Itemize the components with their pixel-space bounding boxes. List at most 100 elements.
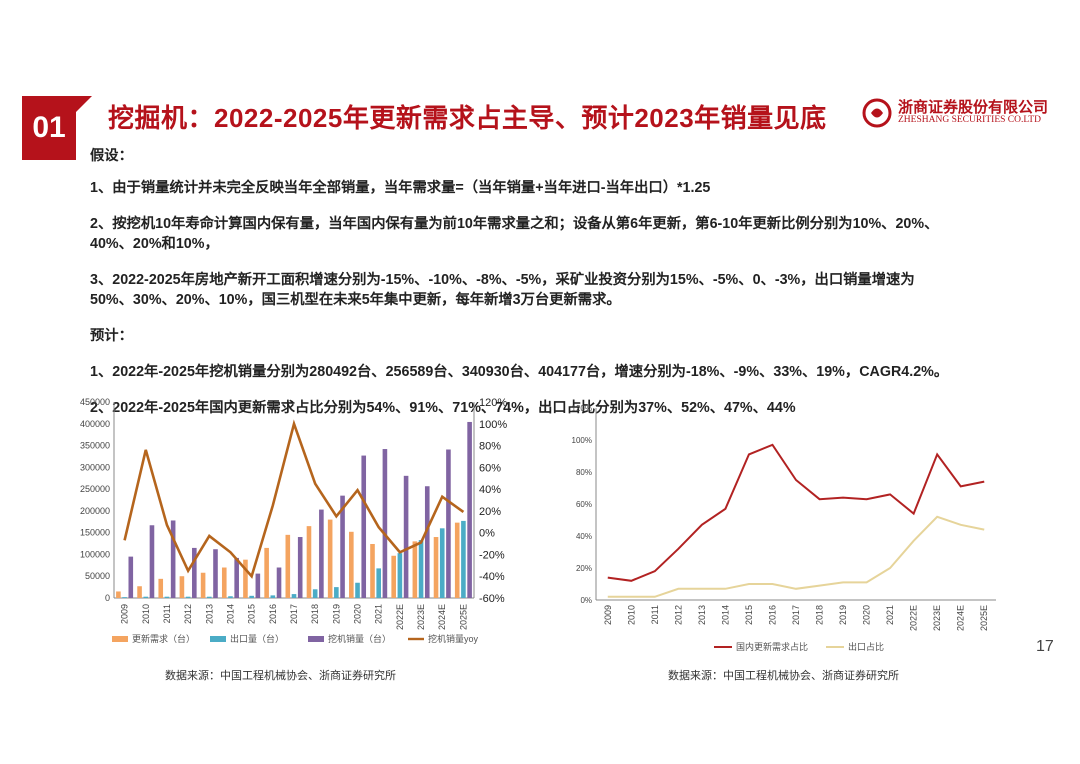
bar-1 <box>185 596 191 598</box>
bar-2 <box>213 549 218 598</box>
share-line-chart: 0% 20% 40% 60% 80% 100% 120% 2009 2010 2011 2012 20… <box>572 404 996 652</box>
legend-label: 挖机销量（台） <box>328 633 391 644</box>
y-tick-label: 0% <box>580 596 592 605</box>
x-tick-label: 2024E <box>437 604 447 630</box>
bar-1 <box>291 594 297 598</box>
x-tick-label: 2022E <box>395 604 405 630</box>
x-tick-label: 2023E <box>416 604 426 630</box>
x-tick-label: 2010 <box>141 604 151 624</box>
x-tick-label: 2009 <box>120 604 130 624</box>
source-left: 数据来源：中国工程机械协会、浙商证券研究所 <box>165 670 396 682</box>
x-tick-label: 2017 <box>289 604 299 624</box>
bar-2 <box>340 495 345 598</box>
bar-0 <box>243 559 248 598</box>
x-tick-label: 2012 <box>673 605 683 625</box>
bar-0 <box>285 534 291 598</box>
bar-2 <box>170 520 176 598</box>
y-tick-label: 40% <box>576 532 592 541</box>
bar-0 <box>370 543 375 598</box>
legend-label: 出口量（台） <box>230 633 284 644</box>
body-text: 假设： 1、由于销量统计并未完全反映当年全部销量，当年需求量=（当年销量+当年进… <box>90 146 1050 418</box>
x-tick-label: 2014 <box>720 605 730 625</box>
y2-tick-label: -40% <box>479 571 505 583</box>
bar-2 <box>149 525 155 598</box>
bar-1 <box>312 589 318 598</box>
x-tick-label: 2013 <box>697 605 707 625</box>
y-tick-label: 200000 <box>80 506 110 516</box>
logo-mark-icon <box>862 98 892 128</box>
bar-1 <box>376 568 382 598</box>
x-tick-label: 2015 <box>744 605 754 625</box>
x-tick-label: 2009 <box>603 605 613 625</box>
bar-2 <box>446 449 451 598</box>
x-tick-label: 2021 <box>374 604 384 624</box>
y-tick-label: 100000 <box>80 549 110 559</box>
bar-1 <box>270 595 276 598</box>
y2-tick-label: -60% <box>479 593 505 605</box>
y-tick-label: 120% <box>572 404 592 413</box>
assume-line-1: 1、由于销量统计并未完全反映当年全部销量，当年需求量=（当年销量+当年进口-当年… <box>90 180 711 196</box>
x-tick-label: 2011 <box>162 604 172 623</box>
bar-0 <box>433 537 439 598</box>
bar-1 <box>143 596 149 598</box>
assume-heading: 假设： <box>90 148 133 164</box>
x-tick-label: 2025E <box>458 604 468 630</box>
x-tick-label: 2019 <box>331 604 341 624</box>
forecast-line-1: 1、2022年-2025年挖机销量分别为280492台、256589台、3409… <box>90 364 949 380</box>
assume-line-2: 2、按挖机10年寿命计算国内保有量，当年国内保有量为前10年需求量之和；设备从第… <box>90 216 939 232</box>
bar-1 <box>397 553 403 598</box>
series-line-0 <box>607 443 985 582</box>
y-tick-label: 400000 <box>80 419 110 429</box>
series-line-1 <box>607 515 985 598</box>
bar-0 <box>327 519 333 598</box>
page-title: 挖掘机：2022-2025年更新需求占主导、预计2023年销量见底 <box>108 103 827 133</box>
x-tick-label: 2020 <box>353 604 363 624</box>
logo-en-text: ZHESHANG SECURITIES CO.LTD <box>898 115 1041 125</box>
y2-tick-label: 20% <box>479 506 501 518</box>
y-tick-label: 80% <box>576 468 592 477</box>
bar-2 <box>297 537 303 598</box>
y-tick-label: 350000 <box>80 441 110 451</box>
y-tick-label: 60% <box>576 500 592 509</box>
bar-2 <box>361 455 367 598</box>
x-tick-label: 2021 <box>885 605 895 625</box>
x-tick-label: 2018 <box>310 604 320 624</box>
page-number: 17 <box>1036 638 1054 655</box>
bar-2 <box>467 421 472 598</box>
bar-0 <box>116 591 121 598</box>
assume-line-3b: 50%、30%、20%、10%，国三机型在未来5年集中更新，每年新增3万台更新需… <box>90 292 621 308</box>
bar-2 <box>319 509 324 598</box>
forecast-line-2: 2、2022年-2025年国内更新需求占比分别为54%、91%、71%、74%，… <box>90 400 796 416</box>
y-tick-label: 100% <box>572 436 592 445</box>
x-tick-label: 2016 <box>767 605 777 625</box>
y-tick-label: 0 <box>105 593 110 603</box>
sales-bar-chart: 0 50000 100000 150000 200000 250000 300000 3500… <box>80 397 507 644</box>
bar-2 <box>192 547 197 598</box>
bar-1 <box>418 540 424 598</box>
bar-2 <box>424 486 430 598</box>
bar-0 <box>179 576 185 598</box>
bar-2 <box>276 567 282 598</box>
x-tick-label: 2024E <box>956 605 966 631</box>
y-tick-label: 250000 <box>80 484 110 494</box>
bar-0 <box>200 572 206 598</box>
assume-line-2b: 40%、20%和10%， <box>90 236 219 252</box>
bar-1 <box>439 528 445 598</box>
bar-0 <box>221 567 227 598</box>
bar-0 <box>264 547 269 598</box>
logo-cn-text: 浙商证券股份有限公司 <box>898 99 1049 116</box>
bar-1 <box>461 520 466 598</box>
bar-2 <box>234 557 239 598</box>
bar-1 <box>164 596 170 598</box>
y-tick-label: 300000 <box>80 462 110 472</box>
assume-line-3: 3、2022-2025年房地产新开工面积增速分别为-15%、-10%、-8%、-… <box>90 272 915 288</box>
y2-tick-label: -20% <box>479 549 505 561</box>
legend-label: 挖机销量yoy <box>428 633 479 644</box>
bar-1 <box>249 595 254 598</box>
y2-tick-label: 100% <box>479 419 507 431</box>
bar-0 <box>306 526 312 598</box>
forecast-heading: 预计： <box>90 328 133 344</box>
y-tick-label: 150000 <box>80 528 110 538</box>
bar-0 <box>454 522 460 598</box>
bar-0 <box>391 555 396 598</box>
